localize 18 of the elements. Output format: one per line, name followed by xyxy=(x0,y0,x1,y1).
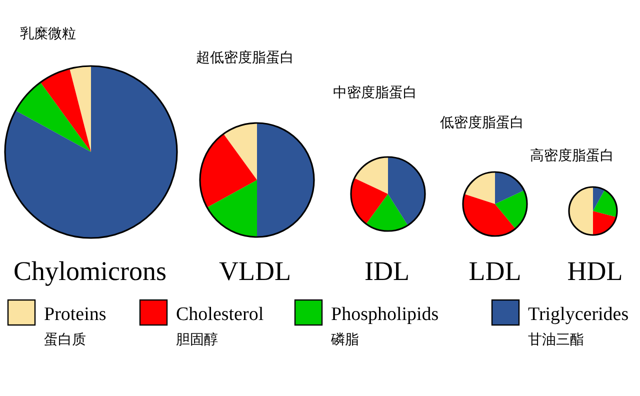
legend-label: Proteins xyxy=(44,304,106,325)
xlabel: IDL xyxy=(364,256,410,286)
legend-label: 甘油三酯 xyxy=(528,332,584,348)
legend-label: Cholesterol xyxy=(176,304,264,325)
xlabel: VLDL xyxy=(219,256,291,286)
legend-label: 磷脂 xyxy=(331,332,359,348)
legend-label: Triglycerides xyxy=(528,304,629,325)
legend-label: 蛋白质 xyxy=(44,332,86,348)
title: 中密度脂蛋白 xyxy=(333,85,417,101)
title: 低密度脂蛋白 xyxy=(440,115,524,131)
legend-label: Phospholipids xyxy=(331,304,439,325)
title: 高密度脂蛋白 xyxy=(530,148,614,164)
legend-label: 胆固醇 xyxy=(176,332,218,348)
title: 超低密度脂蛋白 xyxy=(196,50,294,66)
xlabel: Chylomicrons xyxy=(14,256,166,286)
xlabel: LDL xyxy=(468,256,522,286)
title: 乳糜微粒 xyxy=(20,26,76,42)
xlabel: HDL xyxy=(567,256,623,286)
